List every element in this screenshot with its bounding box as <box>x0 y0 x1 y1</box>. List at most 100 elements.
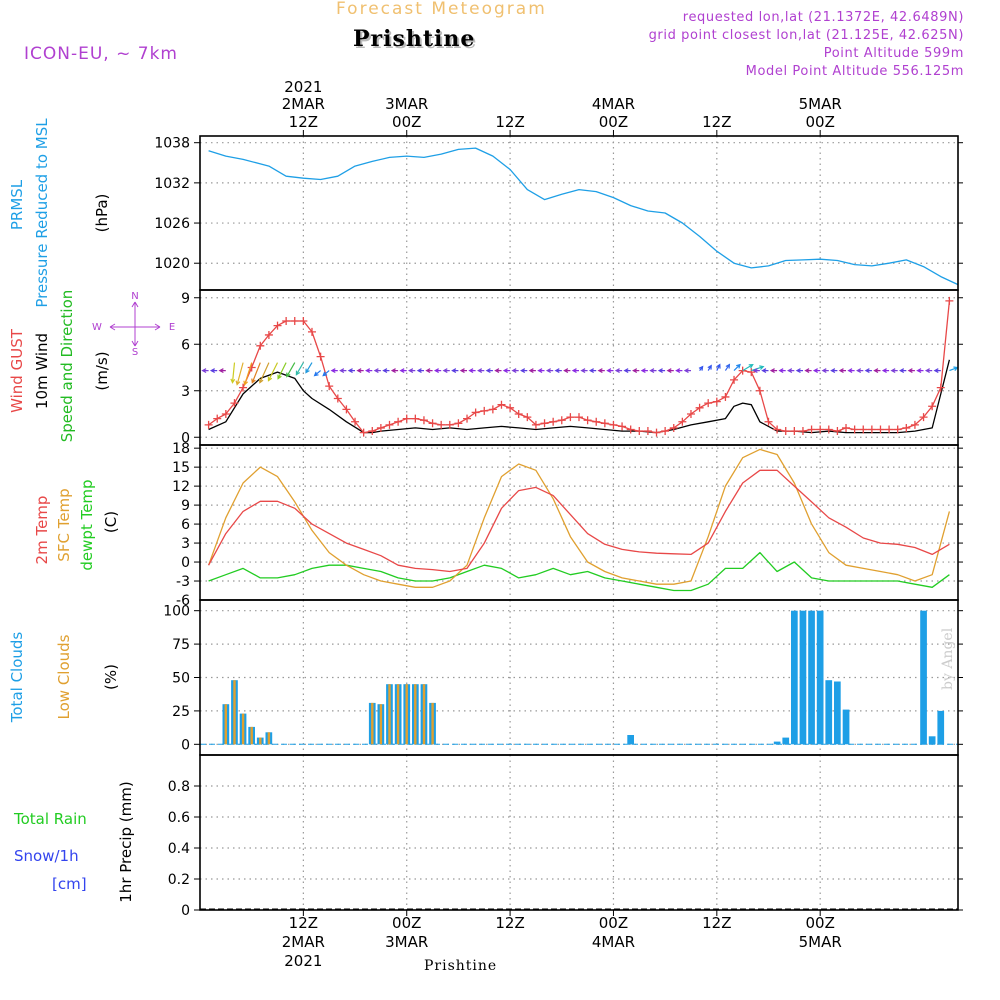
wind-gust-marker <box>506 403 515 412</box>
wind-gust-marker <box>540 419 549 428</box>
ytick-label: 18 <box>172 441 190 457</box>
wind-direction-arrow <box>230 362 236 384</box>
panel-frame-wind <box>199 289 959 446</box>
xtick-bottom-l2: 2MAR <box>282 933 325 951</box>
wind-direction-arrow <box>742 363 754 372</box>
forecast-title: Forecast Meteogram <box>336 0 547 19</box>
wind-gust-marker <box>833 427 842 436</box>
xtick-top-l2: 2MAR <box>282 95 325 113</box>
wind-direction-arrow <box>313 370 321 377</box>
wind-direction-arrow <box>769 368 778 374</box>
total-cloud-bar <box>627 735 634 745</box>
wind-gust-marker <box>902 423 911 432</box>
wind-direction-arrow <box>468 368 476 374</box>
pressure-line <box>208 147 959 286</box>
wind-direction-arrow <box>563 368 571 374</box>
dewpoint-line <box>208 551 950 592</box>
wind-gust-marker <box>790 427 799 436</box>
ytick-label: 25 <box>172 704 190 720</box>
wind-direction-arrow <box>209 368 218 374</box>
low-cloud-bar <box>405 684 408 745</box>
wind-gust-marker <box>213 414 222 423</box>
ytick-label: 9 <box>181 498 190 514</box>
wind-direction-arrow <box>787 368 795 374</box>
precip-legend-cm: [cm] <box>52 875 87 893</box>
wind-gust-marker <box>730 375 739 384</box>
wind-label-dir: Speed and Direction <box>58 290 76 443</box>
wind-direction-arrow <box>649 368 657 374</box>
total-cloud-bar <box>834 681 841 745</box>
low-cloud-bar <box>379 704 383 745</box>
low-cloud-bar <box>267 732 271 745</box>
ytick-label: 9 <box>181 291 190 307</box>
wind-gust-marker <box>583 416 592 425</box>
wind-gust-marker <box>497 400 506 409</box>
wind-direction-arrow <box>916 368 924 374</box>
wind-gust-marker <box>463 414 472 423</box>
temp-2m-line <box>208 469 950 573</box>
wind-direction-arrow <box>347 368 355 374</box>
wind-direction-arrow <box>485 368 493 374</box>
wind-direction-arrow <box>899 368 907 374</box>
grid-point: grid point closest lon,lat (21.125E, 42.… <box>648 28 964 43</box>
wind-direction-arrow <box>847 368 855 374</box>
xtick-top-l2: 5MAR <box>799 95 842 113</box>
xtick-bottom-l1: 12Z <box>702 914 731 932</box>
wind-gust-marker <box>885 425 894 434</box>
ytick-label: 0.8 <box>168 779 190 795</box>
xtick-bottom-l2: 4MAR <box>592 933 635 951</box>
total-cloud-bar <box>920 610 927 745</box>
wind-direction-arrow <box>881 368 890 374</box>
wind-direction-arrow <box>838 368 846 374</box>
ytick-label: 0.4 <box>168 841 190 857</box>
xtick-bottom-l1: 12Z <box>495 914 524 932</box>
wind-gust-marker <box>394 417 403 426</box>
wind-gust-marker <box>945 296 954 305</box>
wind-gust-marker <box>575 413 583 422</box>
low-cloud-bar <box>259 737 262 745</box>
wind-gust-marker <box>359 428 368 437</box>
ytick-label: -3 <box>176 574 190 590</box>
ytick-label: 0.6 <box>168 810 190 826</box>
ytick-label: 0 <box>181 903 190 919</box>
wind-direction-arrow <box>830 368 838 374</box>
wind-direction-arrow <box>408 368 416 374</box>
sfc-temp-line <box>207 448 951 588</box>
wind-gust-marker <box>230 399 239 408</box>
wind-gust-marker <box>781 427 790 436</box>
wind-gust-marker <box>531 420 540 429</box>
wind-direction-arrow <box>675 368 683 374</box>
low-cloud-bar <box>233 680 236 745</box>
wind-gust-marker <box>221 410 230 418</box>
wind-gust-marker <box>566 413 575 422</box>
city-title: Prishtine <box>353 26 476 52</box>
wind-gust-marker <box>824 425 833 434</box>
wind-gust-marker <box>282 317 291 325</box>
panel-frame-temperature <box>199 444 959 601</box>
wind-direction-arrow <box>390 368 399 374</box>
wind-gust-marker <box>333 394 342 403</box>
wind-direction-arrow <box>890 368 898 374</box>
wind-gust-marker <box>893 425 902 434</box>
ytick-label: 0 <box>181 430 190 446</box>
ytick-label: 50 <box>172 671 190 687</box>
wind-direction-arrow <box>528 368 536 374</box>
credit-watermark: by Angel <box>940 627 956 690</box>
wind-direction-arrow <box>571 368 579 374</box>
total-cloud-bar <box>842 709 850 745</box>
wind-gust-marker <box>316 352 325 361</box>
wind-gust-marker <box>652 428 661 437</box>
ytick-label: 0 <box>181 555 190 571</box>
wind-direction-arrow <box>243 362 253 386</box>
compass-arrows <box>109 301 161 347</box>
wind-direction-arrow <box>856 368 864 374</box>
wind-direction-arrow <box>286 362 296 378</box>
wind-direction-arrow <box>554 368 562 374</box>
wind-gust-marker <box>661 427 670 436</box>
ytick-label: 3 <box>181 384 190 400</box>
wind-direction-arrow <box>580 368 588 374</box>
total-cloud-bar <box>799 610 807 745</box>
total-cloud-bar <box>773 741 781 745</box>
requested-point: requested lon,lat (21.1372E, 42.6489N) <box>682 10 964 25</box>
precip-legend-rain: Total Rain <box>13 810 87 828</box>
